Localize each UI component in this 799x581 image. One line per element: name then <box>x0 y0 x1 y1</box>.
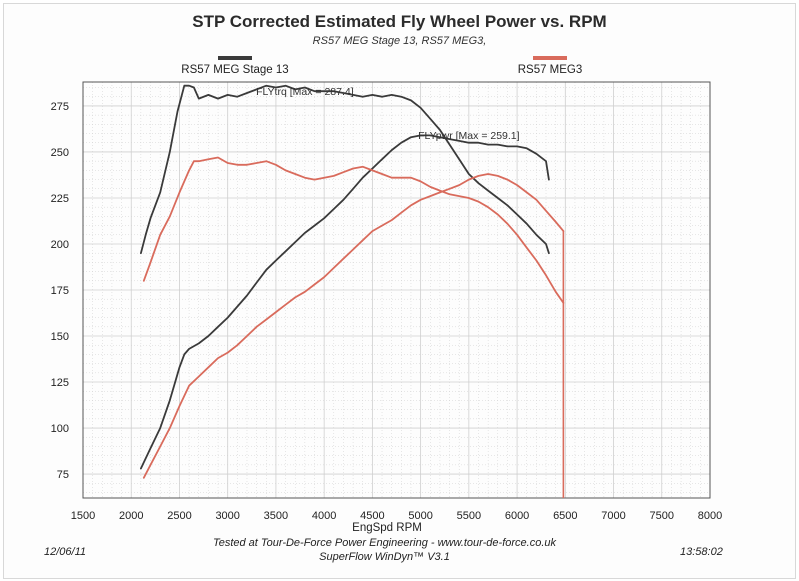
y-tick-label: 125 <box>51 377 69 389</box>
chart-title: STP Corrected Estimated Fly Wheel Power … <box>192 12 607 31</box>
legend-swatch-series-1 <box>218 56 252 60</box>
y-tick-label: 100 <box>51 423 69 435</box>
y-tick-label: 275 <box>51 101 69 113</box>
tick-labels: 1500 2000 2500 3000 3500 4000 4500 5000 5500 6000… <box>51 101 723 522</box>
y-tick-label: 175 <box>51 285 69 297</box>
series-2-flypwr-line <box>142 173 565 479</box>
series-1-flypwr-line <box>140 134 550 470</box>
x-tick-label: 7000 <box>601 510 625 522</box>
y-tick-label: 75 <box>57 469 69 481</box>
series-1 <box>140 84 550 470</box>
series-2 <box>142 156 565 498</box>
plot-border <box>82 81 711 499</box>
x-tick-label: 2000 <box>119 510 143 522</box>
x-tick-label: 4500 <box>360 510 384 522</box>
x-axis-label: EngSpd RPM <box>352 522 422 534</box>
series-2-flytrq-line <box>142 156 565 304</box>
x-tick-label: 2500 <box>167 510 191 522</box>
y-tick-label: 225 <box>51 193 69 205</box>
x-tick-label: 6000 <box>505 510 529 522</box>
x-tick-label: 6500 <box>553 510 577 522</box>
legend-label-series-1: RS57 MEG Stage 13 <box>181 64 289 76</box>
x-tick-label: 5000 <box>408 510 432 522</box>
footer-date: 12/06/11 <box>44 546 87 558</box>
legend-label-series-2: RS57 MEG3 <box>517 64 583 76</box>
series-lines <box>140 84 565 498</box>
grid <box>83 82 710 498</box>
chart-subtitle: RS57 MEG Stage 13, RS57 MEG3, <box>312 35 487 47</box>
series-1-flytrq-line <box>140 84 550 255</box>
y-tick-label: 150 <box>51 331 69 343</box>
page-frame <box>3 3 796 579</box>
x-tick-label: 5500 <box>457 510 481 522</box>
x-tick-label: 1500 <box>71 510 95 522</box>
footer-time: 13:58:02 <box>680 546 723 558</box>
legend-item-series-2: RS57 MEG3 <box>495 56 605 76</box>
y-tick-label: 250 <box>51 147 69 159</box>
legend-swatch-series-2 <box>533 56 567 60</box>
footer-tested-at: Tested at Tour-De-Force Power Engineerin… <box>213 537 556 549</box>
x-tick-label: 8000 <box>698 510 722 522</box>
x-tick-label: 3500 <box>264 510 288 522</box>
x-tick-label: 4000 <box>312 510 336 522</box>
x-tick-label: 3000 <box>215 510 239 522</box>
y-tick-label: 200 <box>51 239 69 251</box>
annotation-label: FLYtrq [Max = 287.4] <box>256 86 354 98</box>
footer-software: SuperFlow WinDyn™ V3.1 <box>319 551 450 563</box>
legend-item-series-1: RS57 MEG Stage 13 <box>175 56 295 76</box>
annotations: FLYtrq [Max = 287.4] FLYpwr [Max = 259.1] <box>256 86 520 142</box>
annotation-label: FLYpwr [Max = 259.1] <box>418 130 520 142</box>
x-tick-label: 7500 <box>650 510 674 522</box>
